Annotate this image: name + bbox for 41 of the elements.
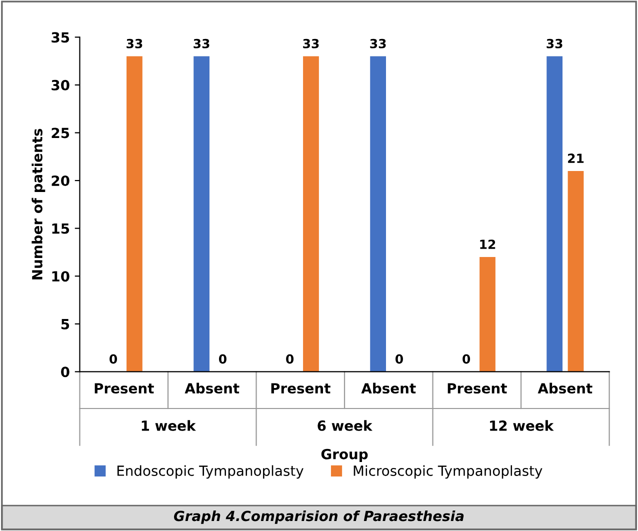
bar <box>370 56 386 372</box>
x-tick-label: Absent <box>361 382 416 394</box>
data-label: 0 <box>395 354 403 364</box>
x-tick-label: Absent <box>184 382 240 394</box>
y-tick-label: 35 <box>52 32 70 43</box>
data-label: 0 <box>286 354 294 364</box>
y-tick-label: 10 <box>52 271 70 282</box>
x-tick-label: Present <box>94 383 154 394</box>
data-label: 33 <box>194 38 210 48</box>
bar <box>126 56 142 372</box>
text: 1 week <box>142 420 196 431</box>
data-label: 33 <box>126 38 142 48</box>
y-tick-label: 25 <box>52 128 70 138</box>
y-tick-label: 20 <box>52 176 70 186</box>
text: 6 week <box>318 420 372 431</box>
y-tick-label: 30 <box>52 80 70 90</box>
text: 12 week <box>490 420 554 431</box>
bar <box>568 170 584 372</box>
x-tick-label: Present <box>271 383 330 394</box>
data-label: 33 <box>546 38 562 48</box>
data-label: 21 <box>568 154 584 163</box>
y-axis-title: Number of patients <box>32 128 46 280</box>
bar <box>480 257 496 372</box>
y-tick-label: 15 <box>52 223 70 234</box>
legend-label: Endoscopic Tympanoplasty <box>117 465 304 479</box>
data-label: 33 <box>370 38 386 48</box>
y-tick-label: 0 <box>61 366 70 378</box>
data-label: 0 <box>218 354 226 364</box>
data-label: 33 <box>303 38 319 48</box>
bar <box>194 56 210 372</box>
y-tick-label: 5 <box>61 319 70 330</box>
x-axis-title: Group <box>321 448 368 462</box>
data-label: 12 <box>480 240 496 249</box>
data-label: 0 <box>110 354 118 364</box>
x-tick-label: Present <box>448 383 507 394</box>
text: Graph 4.Comparision of Paraesthesia <box>174 510 464 524</box>
bar <box>546 56 563 372</box>
bar <box>303 56 319 372</box>
legend-label: Microscopic Tympanoplasty <box>354 465 542 479</box>
data-label: 0 <box>462 354 470 364</box>
x-tick-label: Absent <box>538 382 592 394</box>
